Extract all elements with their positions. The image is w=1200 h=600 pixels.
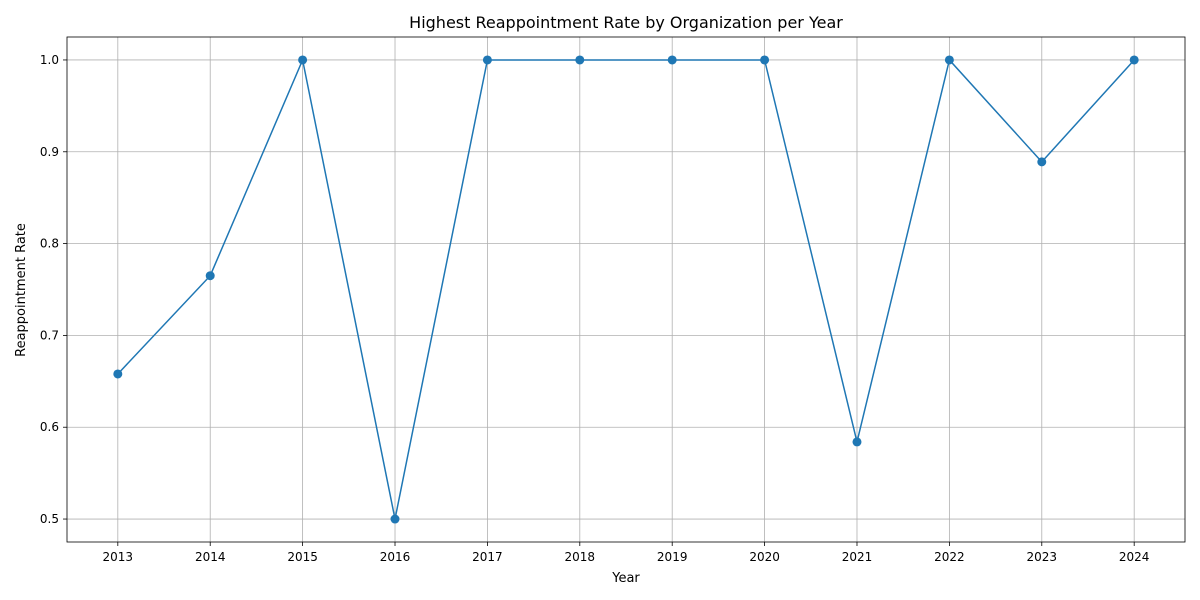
data-point-2015	[298, 55, 308, 65]
x-tick-label: 2022	[934, 550, 965, 564]
x-tick-label: 2017	[472, 550, 503, 564]
x-tick-label: 2014	[195, 550, 226, 564]
x-tick-label: 2013	[103, 550, 134, 564]
y-tick-label: 1.0	[40, 53, 59, 67]
chart-title: Highest Reappointment Rate by Organizati…	[409, 13, 843, 32]
data-point-2018	[575, 55, 585, 65]
x-tick-label: 2019	[657, 550, 688, 564]
data-point-2020	[760, 55, 770, 65]
data-point-2013	[113, 369, 123, 379]
x-axis-label: Year	[611, 571, 640, 586]
data-point-2022	[944, 55, 954, 65]
x-tick-label: 2015	[287, 550, 318, 564]
y-tick-label: 0.7	[40, 328, 59, 342]
data-point-2017	[482, 55, 492, 65]
x-tick-label: 2023	[1027, 550, 1058, 564]
y-axis: 0.5 0.6 0.7 0.8 0.9 1.0	[40, 53, 67, 526]
x-tick-label: 2021	[842, 550, 873, 564]
plot-frame	[66, 36, 1186, 543]
x-axis: 2013 2014 2015 2016 2017 2018 2019 2020 2021 2022…	[103, 542, 1150, 564]
data-point-2014	[205, 271, 215, 281]
x-tick-label: 2024	[1119, 550, 1150, 564]
y-tick-label: 0.5	[40, 512, 59, 526]
x-tick-label: 2020	[749, 550, 780, 564]
y-tick-label: 0.6	[40, 420, 59, 434]
x-tick-label: 2016	[380, 550, 411, 564]
data-point-2023	[1037, 157, 1047, 167]
data-point-2016	[390, 514, 400, 524]
data-point-2021	[852, 437, 862, 447]
data-point-2024	[1129, 55, 1139, 65]
series-line	[117, 57, 1135, 520]
grid-layer	[67, 37, 1185, 542]
plot-layer	[113, 55, 1139, 524]
data-point-2019	[667, 55, 677, 65]
y-tick-label: 0.8	[40, 237, 59, 251]
x-tick-label: 2018	[565, 550, 596, 564]
y-tick-label: 0.9	[40, 145, 59, 159]
y-axis-label: Reappointment Rate	[14, 223, 29, 357]
